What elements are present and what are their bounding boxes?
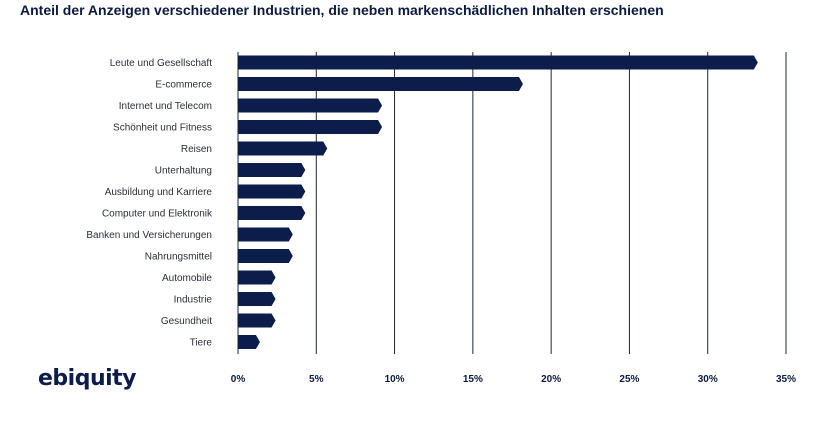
ebiquity-logo: ebiquity [38,366,137,391]
category-label: Tiere [190,338,213,349]
bar [238,163,306,177]
x-tick-label: 0% [231,374,246,385]
category-label: Banken und Versicherungen [86,230,212,241]
x-tick-label: 35% [776,374,796,385]
chart-title: Anteil der Anzeigen verschiedener Indust… [20,2,664,18]
category-label: Unterhaltung [155,166,212,177]
bar [238,270,276,285]
category-label: Computer und Elektronik [102,209,213,220]
category-label: Ausbildung und Karriere [105,187,213,198]
category-label: Automobile [162,273,212,284]
category-label: Schönheit und Fitness [113,123,212,134]
x-tick-label: 15% [463,374,483,385]
category-label: Internet und Telecom [119,101,212,112]
bar [238,141,328,156]
category-label: Reisen [181,144,212,155]
x-tick-labels: 0% 5% 10% 15% 20% 25% 30% 35% [231,374,796,385]
bar [238,184,306,199]
category-label: Gesundheit [161,316,212,327]
bar [238,206,306,220]
category-label: Nahrungsmittel [145,252,212,263]
bar [238,249,293,263]
bar [238,55,758,70]
category-label: Industrie [174,295,213,306]
bar [238,313,276,328]
category-label: Leute und Gesellschaft [110,58,213,69]
x-tick-label: 10% [385,374,405,385]
bar [238,77,523,91]
category-labels: Leute und Gesellschaft E-commerce Internet… [86,58,213,349]
x-tick-label: 25% [619,374,639,385]
bar [238,335,260,349]
bars [238,55,758,349]
x-tick-label: 30% [698,374,718,385]
category-label: E-commerce [155,80,212,91]
bar [238,292,276,306]
bar [238,120,383,134]
bar [238,98,383,113]
bar [238,227,293,242]
gridlines [237,52,787,354]
x-tick-label: 5% [309,374,324,385]
x-tick-label: 20% [541,374,561,385]
